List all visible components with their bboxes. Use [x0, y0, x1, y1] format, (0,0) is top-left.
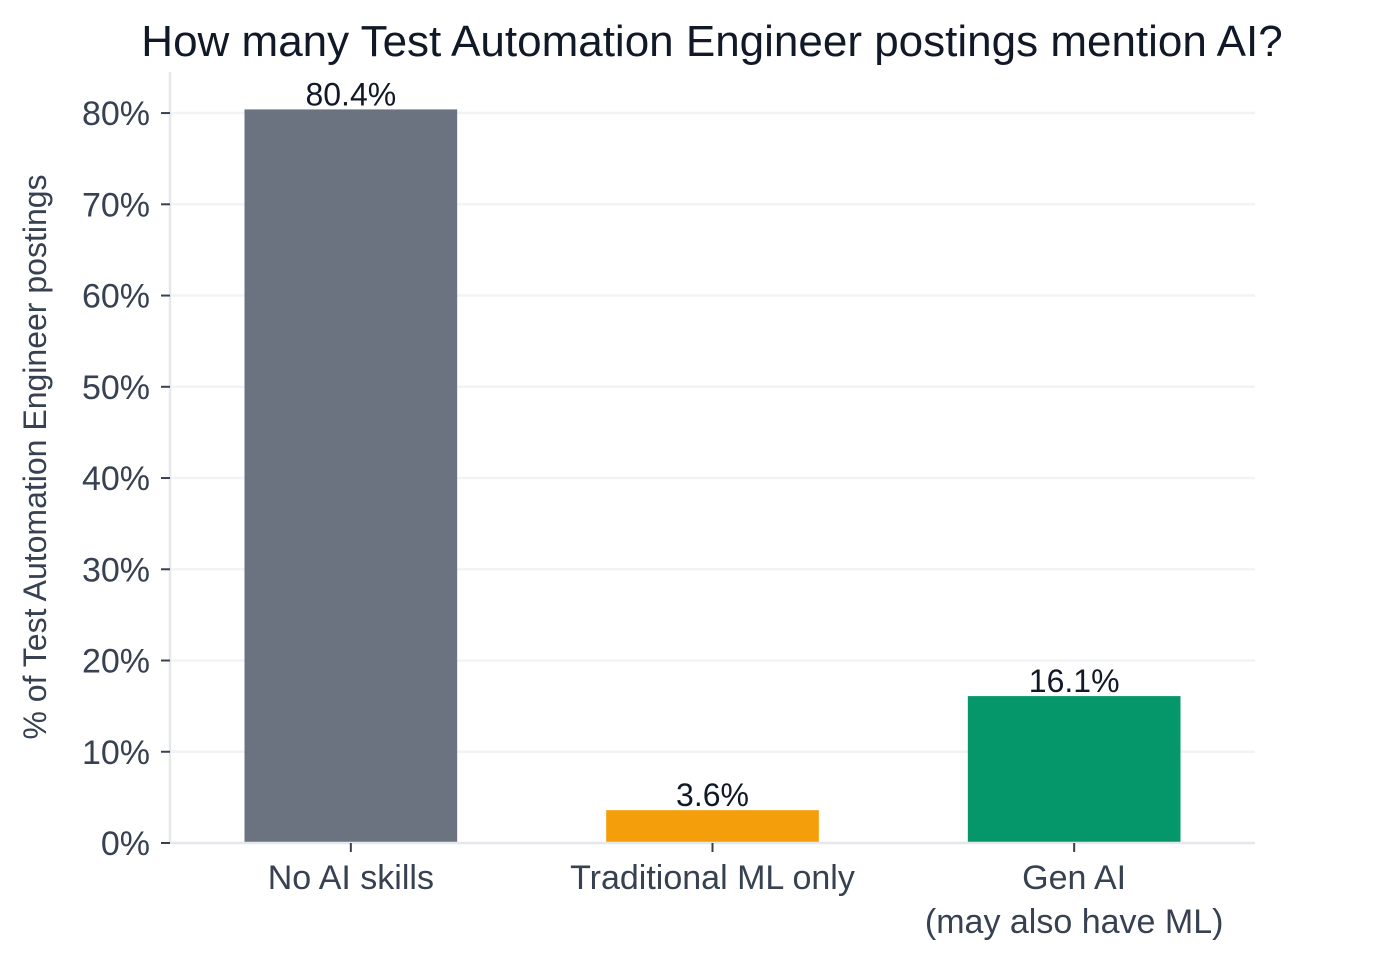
y-tick-label: 0%: [101, 825, 150, 863]
data-label: 3.6%: [676, 777, 749, 813]
y-tick-label: 50%: [82, 369, 150, 407]
x-tick-label: (may also have ML): [925, 903, 1224, 941]
y-axis-ticks: 0% 10% 20% 30% 40% 50% 60% 70% 80%: [82, 95, 170, 863]
y-axis-label: % of Test Automation Engineer postings: [17, 174, 53, 739]
bar: [967, 696, 1181, 843]
y-tick-label: 30%: [82, 551, 150, 589]
bar: [244, 109, 458, 843]
y-tick-label: 20%: [82, 643, 150, 681]
x-tick-label: Traditional ML only: [570, 859, 855, 897]
bar: [606, 810, 819, 843]
chart-title: How many Test Automation Engineer postin…: [141, 17, 1282, 66]
y-tick-label: 10%: [82, 734, 150, 772]
data-label: 80.4%: [305, 76, 396, 112]
data-label: 16.1%: [1029, 663, 1120, 699]
y-tick-label: 70%: [82, 186, 150, 224]
y-tick-label: 80%: [82, 95, 150, 133]
y-tick-label: 40%: [82, 460, 150, 498]
data-labels: 80.4% 3.6% 16.1%: [305, 76, 1119, 813]
y-tick-label: 60%: [82, 278, 150, 316]
x-tick-label: Gen AI: [1022, 859, 1126, 897]
x-tick-label: No AI skills: [268, 859, 434, 897]
bars: [244, 109, 1181, 843]
x-axis-ticks: No AI skills Traditional ML only Gen AI (ma…: [268, 843, 1224, 941]
